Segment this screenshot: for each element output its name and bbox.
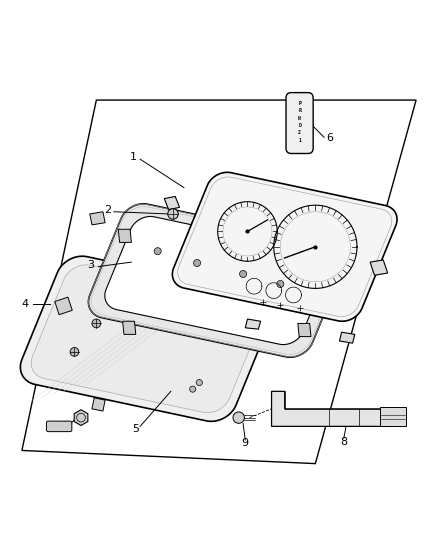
Polygon shape	[21, 256, 273, 421]
Circle shape	[92, 319, 101, 328]
Text: 5: 5	[132, 424, 139, 434]
Text: 9: 9	[241, 438, 248, 448]
Text: 3: 3	[88, 260, 95, 270]
Circle shape	[233, 412, 244, 423]
Circle shape	[190, 386, 196, 392]
Text: 7: 7	[61, 421, 68, 431]
Text: R: R	[298, 108, 301, 113]
Circle shape	[154, 248, 161, 255]
Circle shape	[277, 280, 284, 287]
Text: 6: 6	[326, 133, 333, 143]
Polygon shape	[173, 172, 397, 321]
Polygon shape	[92, 398, 105, 411]
Text: D: D	[298, 123, 301, 128]
FancyBboxPatch shape	[286, 93, 313, 154]
FancyBboxPatch shape	[46, 421, 72, 432]
Circle shape	[70, 348, 79, 356]
Text: 1: 1	[130, 152, 137, 162]
Circle shape	[194, 260, 201, 266]
Polygon shape	[55, 297, 72, 314]
Polygon shape	[31, 265, 262, 413]
Text: 8: 8	[340, 437, 347, 447]
Polygon shape	[298, 324, 311, 336]
Polygon shape	[90, 212, 105, 225]
Text: 1: 1	[298, 138, 301, 143]
Polygon shape	[123, 321, 136, 334]
Polygon shape	[105, 216, 329, 344]
Circle shape	[196, 379, 202, 386]
Polygon shape	[309, 225, 322, 238]
Text: P: P	[298, 101, 301, 106]
Polygon shape	[164, 197, 180, 209]
Polygon shape	[370, 260, 388, 275]
Text: 4: 4	[22, 298, 29, 309]
Circle shape	[168, 209, 178, 219]
Polygon shape	[339, 332, 355, 343]
FancyBboxPatch shape	[380, 407, 406, 426]
Circle shape	[240, 270, 247, 278]
Text: N: N	[298, 116, 301, 120]
Polygon shape	[272, 391, 403, 426]
Polygon shape	[74, 410, 88, 425]
Polygon shape	[88, 204, 345, 357]
Polygon shape	[118, 229, 131, 243]
Polygon shape	[245, 319, 261, 329]
Text: 2: 2	[298, 131, 301, 135]
Text: 2: 2	[104, 205, 111, 215]
